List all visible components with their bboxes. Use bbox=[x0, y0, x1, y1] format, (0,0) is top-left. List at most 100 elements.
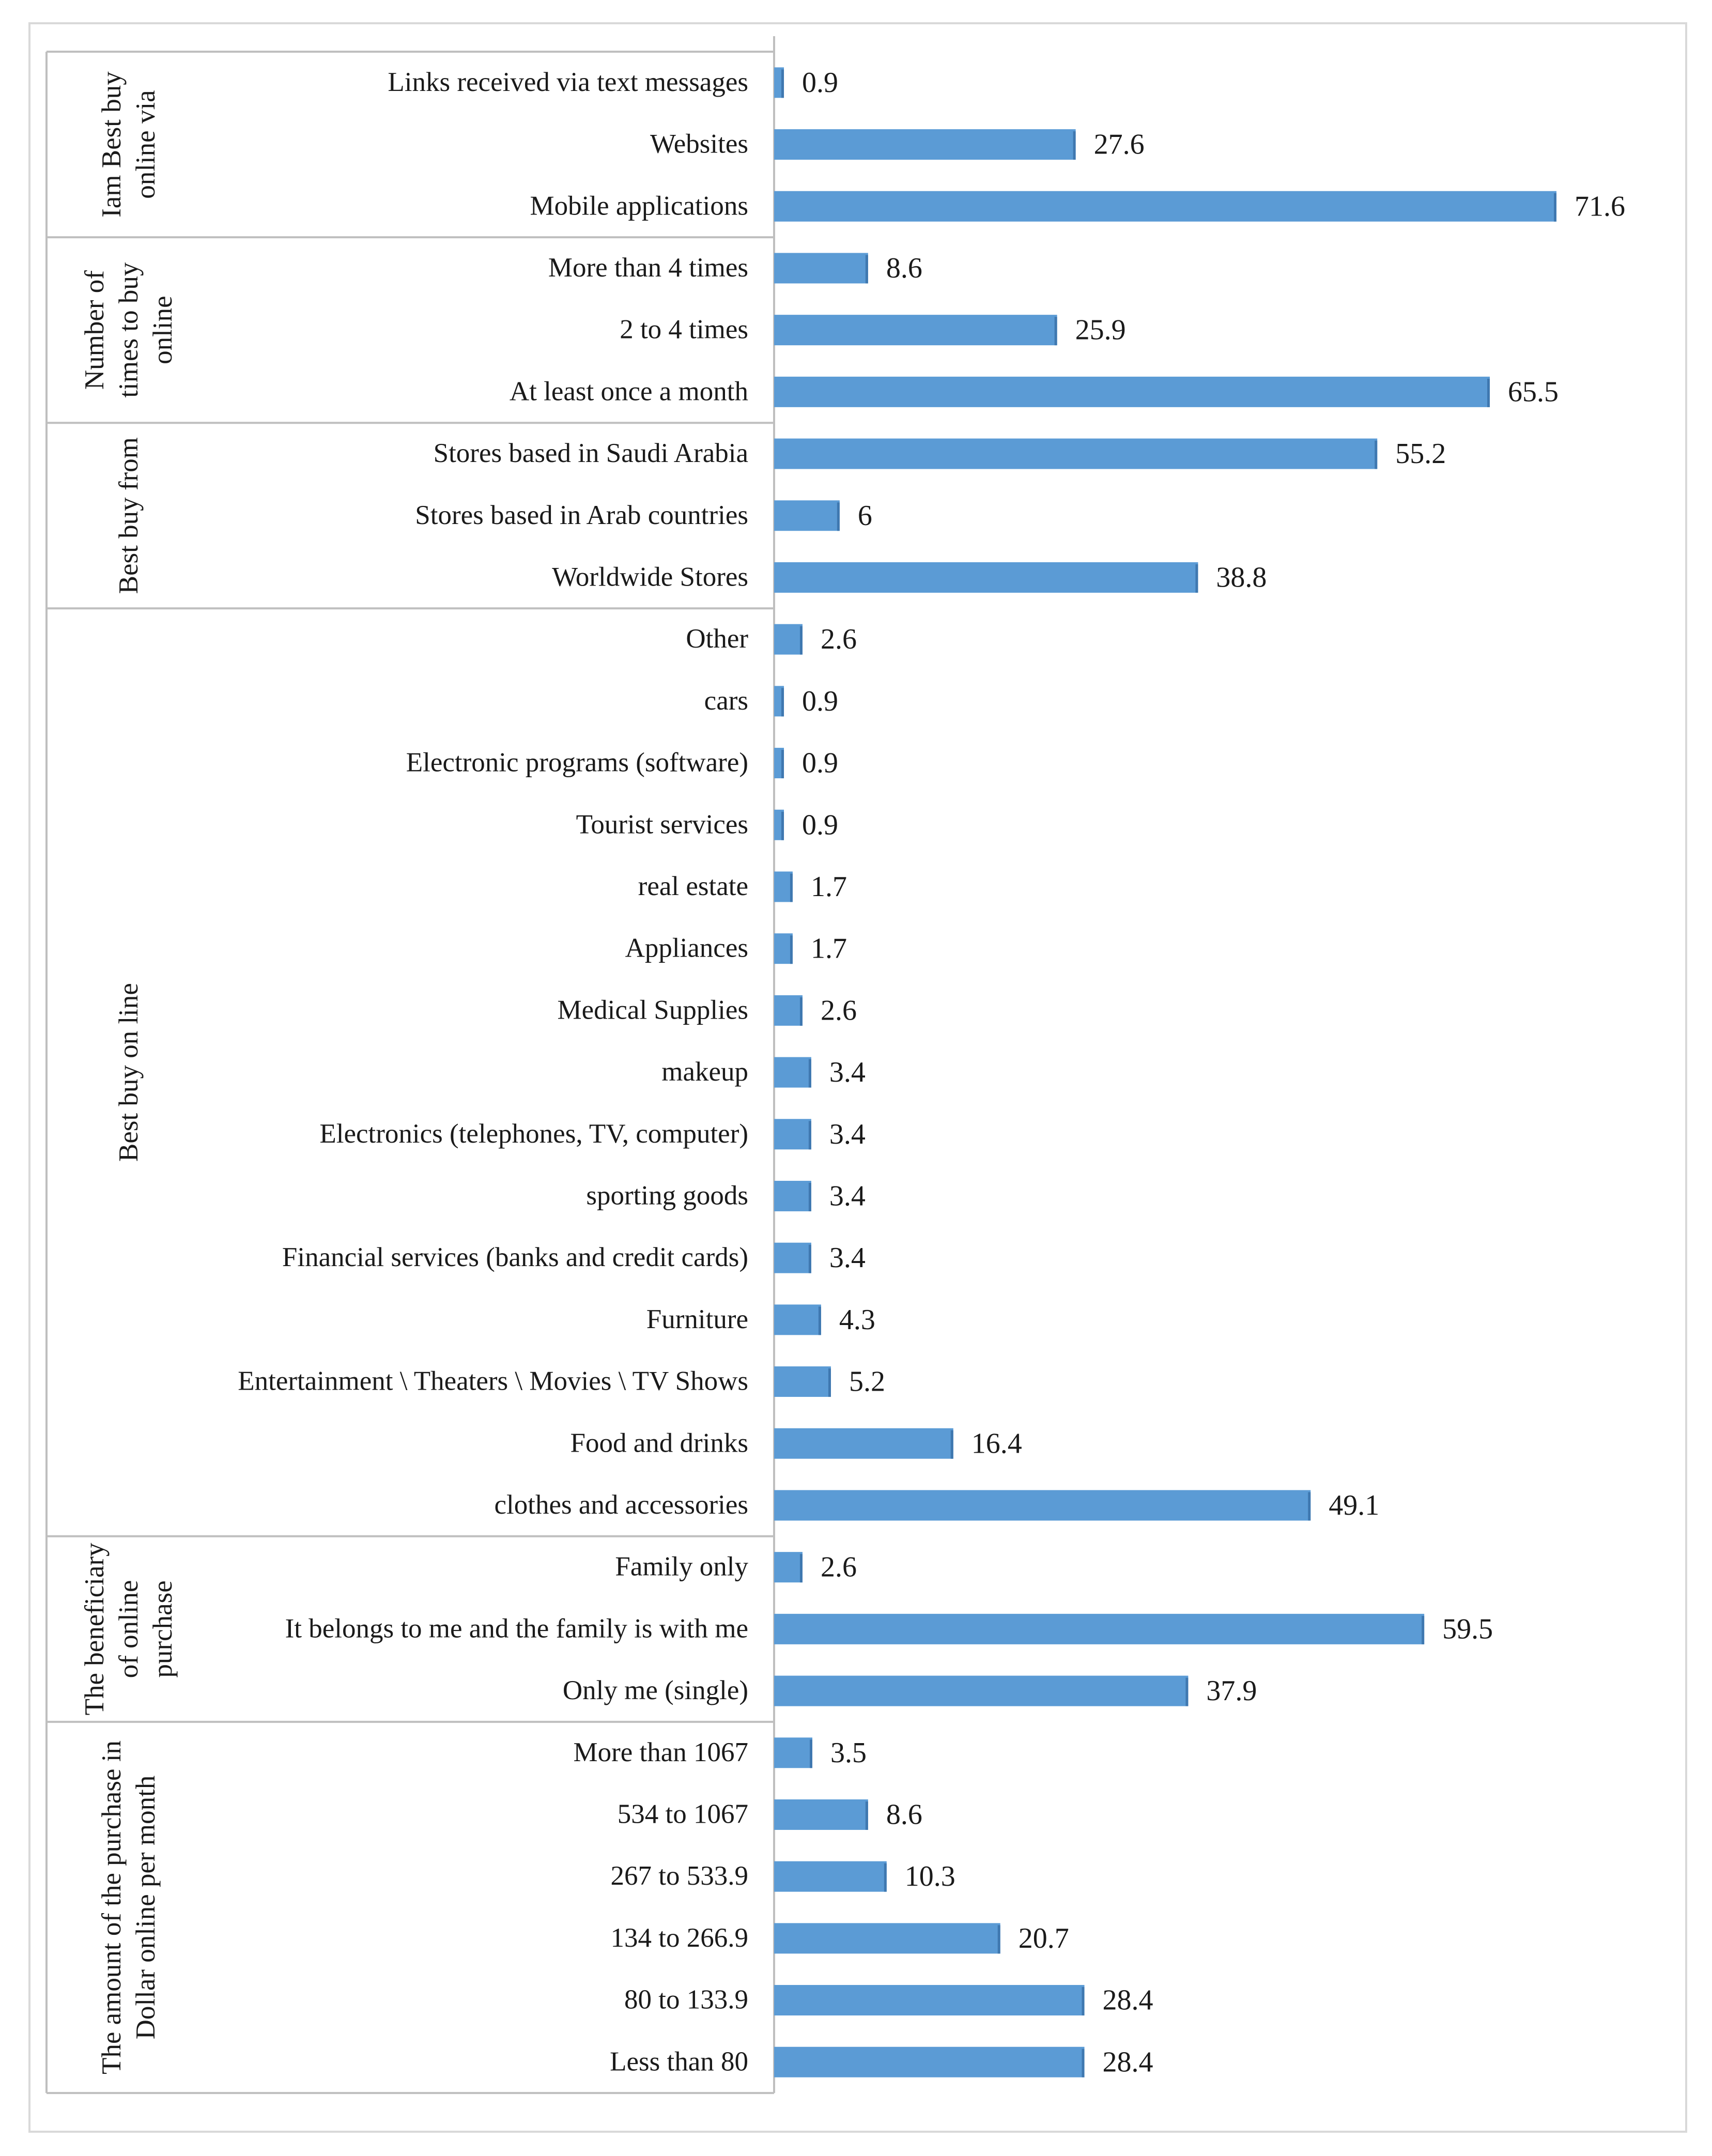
bar-shadow bbox=[1308, 1492, 1311, 1521]
value-label: 0.9 bbox=[802, 747, 838, 779]
bar-shadow bbox=[808, 1121, 811, 1150]
group-label-line: online bbox=[148, 296, 178, 364]
value-label: 55.2 bbox=[1395, 438, 1446, 470]
value-label: 2.6 bbox=[821, 1551, 857, 1583]
group-label-line: Number of bbox=[80, 270, 110, 390]
bar-shadow bbox=[799, 1554, 803, 1583]
category-label: Other bbox=[686, 624, 748, 654]
bar-shadow bbox=[790, 935, 793, 964]
bar-shadow bbox=[799, 997, 803, 1026]
category-label: Less than 80 bbox=[610, 2046, 748, 2076]
bar-shadow bbox=[781, 750, 784, 779]
bar-shadow bbox=[808, 1059, 811, 1088]
bar-shadow bbox=[997, 1925, 1000, 1954]
bar-shadow bbox=[808, 1244, 811, 1273]
bar bbox=[774, 253, 868, 284]
category-label: Tourist services bbox=[576, 809, 748, 839]
category-label: Stores based in Arab countries bbox=[415, 500, 748, 530]
group-label-line: Best buy from bbox=[114, 437, 144, 594]
category-label: Food and drinks bbox=[570, 1428, 749, 1458]
value-label: 3.4 bbox=[829, 1118, 866, 1150]
category-label: Appliances bbox=[625, 933, 748, 963]
bar-shadow bbox=[865, 1801, 868, 1830]
category-label: sporting goods bbox=[586, 1180, 748, 1210]
value-label: 0.9 bbox=[802, 67, 838, 99]
bar-shadow bbox=[1185, 1677, 1189, 1706]
bar bbox=[774, 1366, 831, 1397]
bar bbox=[774, 624, 803, 655]
bar bbox=[774, 933, 793, 964]
category-label: Mobile applications bbox=[530, 191, 748, 221]
category-label: Entertainment \ Theaters \ Movies \ TV S… bbox=[238, 1366, 748, 1396]
bar bbox=[774, 1613, 1425, 1644]
bar bbox=[774, 191, 1556, 222]
value-label: 4.3 bbox=[839, 1304, 875, 1336]
group-label-line: purchase bbox=[148, 1580, 178, 1677]
bar bbox=[774, 438, 1378, 469]
bar-shadow bbox=[1195, 564, 1198, 593]
category-label: real estate bbox=[638, 871, 748, 901]
value-label: 1.7 bbox=[811, 933, 847, 965]
category-label: 80 to 133.9 bbox=[624, 1985, 748, 2015]
bar bbox=[774, 1552, 803, 1583]
value-label: 3.4 bbox=[829, 1180, 866, 1212]
group-label-line: online via bbox=[131, 90, 161, 198]
group-label: Iam Best buy online via bbox=[97, 71, 161, 218]
value-label: 3.4 bbox=[829, 1056, 866, 1088]
bar bbox=[774, 376, 1490, 407]
bar-shadow bbox=[950, 1430, 953, 1459]
group-label-line: Iam Best buy bbox=[97, 71, 127, 218]
value-label: 0.9 bbox=[802, 685, 838, 717]
bar-shadow bbox=[1054, 317, 1057, 346]
bar bbox=[774, 1737, 813, 1768]
bar-shadow bbox=[1375, 440, 1378, 469]
category-label: clothes and accessories bbox=[494, 1490, 748, 1520]
category-label: Electronics (telephones, TV, computer) bbox=[319, 1119, 748, 1149]
value-label: 3.5 bbox=[830, 1737, 867, 1769]
value-label: 27.6 bbox=[1094, 129, 1145, 161]
category-label: Worldwide Stores bbox=[552, 562, 748, 592]
category-label: Stores based in Saudi Arabia bbox=[434, 438, 748, 468]
category-label: makeup bbox=[661, 1057, 748, 1087]
value-label: 1.7 bbox=[811, 871, 847, 903]
bar-shadow bbox=[1073, 131, 1076, 160]
bar bbox=[774, 995, 803, 1026]
category-label: More than 1067 bbox=[573, 1737, 748, 1767]
value-label: 8.6 bbox=[886, 252, 922, 284]
value-label: 2.6 bbox=[821, 623, 857, 655]
group-label-line: The amount of the purchase in bbox=[97, 1741, 127, 2074]
bar bbox=[774, 315, 1057, 346]
bar bbox=[774, 1923, 1000, 1954]
group-label: The beneficiary of online purchase bbox=[80, 1543, 178, 1715]
bar bbox=[774, 2046, 1085, 2077]
bar-shadow bbox=[1487, 378, 1490, 407]
category-label: 534 to 1067 bbox=[618, 1799, 748, 1829]
group-label: Number of times to buy online bbox=[80, 262, 178, 398]
bar bbox=[774, 500, 840, 531]
category-label: Medical Supplies bbox=[558, 995, 748, 1025]
outer-frame bbox=[28, 22, 1687, 2133]
bar bbox=[774, 1428, 953, 1459]
category-label: Only me (single) bbox=[563, 1675, 748, 1705]
category-label: Links received via text messages bbox=[388, 67, 748, 97]
bar bbox=[774, 1057, 811, 1088]
group-label-line: Dollar online per month bbox=[131, 1776, 161, 2040]
group-label: Best buy from bbox=[114, 437, 144, 594]
value-label: 65.5 bbox=[1508, 376, 1559, 408]
category-label: Family only bbox=[615, 1552, 748, 1582]
group-label-line: of online bbox=[114, 1580, 144, 1678]
group-label-line: The beneficiary bbox=[80, 1543, 110, 1715]
value-label: 2.6 bbox=[821, 994, 857, 1026]
value-label: 8.6 bbox=[886, 1798, 922, 1830]
bar-shadow bbox=[837, 502, 840, 531]
category-label: It belongs to me and the family is with … bbox=[285, 1613, 748, 1643]
bar bbox=[774, 1490, 1311, 1521]
bar bbox=[774, 1119, 811, 1150]
value-label: 28.4 bbox=[1103, 1984, 1153, 2016]
bar-shadow bbox=[1082, 1987, 1085, 2016]
bar bbox=[774, 1861, 887, 1892]
bar bbox=[774, 562, 1198, 593]
bar-shadow bbox=[781, 811, 784, 840]
group-label-line: times to buy bbox=[114, 262, 144, 398]
